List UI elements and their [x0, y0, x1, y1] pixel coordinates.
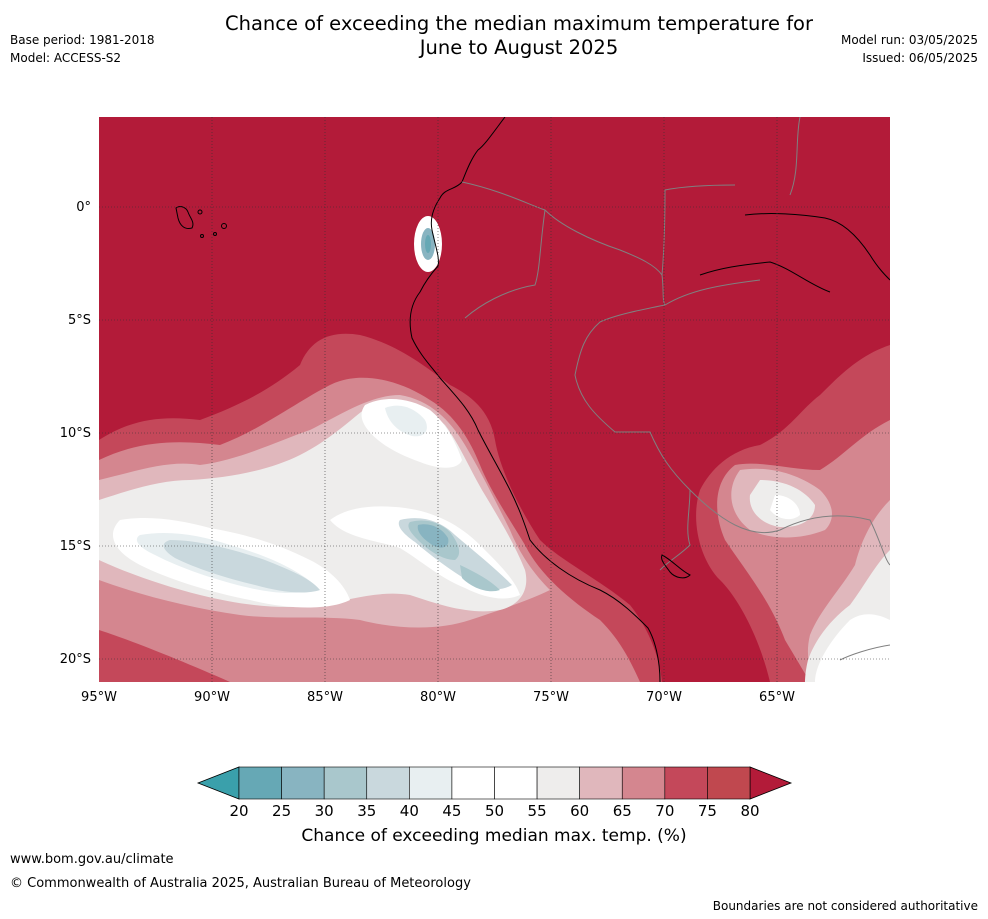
lat-label-20s: 20°S: [60, 652, 91, 667]
coastline: [409, 117, 661, 682]
contour-45-north: [385, 405, 427, 437]
country-borders: [461, 117, 890, 661]
colorbar-tick-label: 80: [740, 802, 759, 820]
colorbar-swatch: [281, 766, 325, 800]
contour-50-east: [770, 495, 890, 682]
contour-25: [417, 524, 449, 548]
colorbar-swatch: [451, 766, 495, 800]
latitude-labels: 0° 5°S 10°S 15°S 20°S: [60, 200, 91, 667]
lat-label-15s: 15°S: [60, 539, 91, 554]
colorbar-tick-label: 50: [485, 802, 504, 820]
colorbar-tick-label: 30: [315, 802, 334, 820]
chart-title: Chance of exceeding the median maximum t…: [150, 12, 888, 60]
contour-ecuador-core: [425, 235, 431, 253]
colorbar-swatch: [707, 766, 751, 800]
colorbar-tick-label: 35: [357, 802, 376, 820]
colorbar-swatch: [494, 766, 538, 800]
lon-label-85w: 85°W: [307, 690, 343, 705]
map-area: [99, 117, 890, 682]
colorbar-tick-label: 40: [400, 802, 419, 820]
graticule: [99, 117, 890, 682]
footer-url[interactable]: www.bom.gov.au/climate: [10, 852, 174, 867]
lat-label-10s: 10°S: [60, 426, 91, 441]
lon-label-90w: 90°W: [194, 690, 230, 705]
colorbar-swatch: [409, 766, 453, 800]
colorbar-swatch: [536, 766, 580, 800]
colorbar-swatch: [323, 766, 368, 800]
model-name: Model: ACCESS-S2: [10, 51, 122, 65]
lon-label-75w: 75°W: [533, 690, 569, 705]
colorbar-tick-label: 70: [655, 802, 674, 820]
footer-copyright: © Commonwealth of Australia 2025, Austra…: [10, 876, 471, 891]
colorbar-tick-label: 65: [613, 802, 632, 820]
colorbar-low-extension: [196, 766, 240, 800]
colorbar: 20 25 30 35 40 45 50 55 60 65 70 75 80: [196, 766, 793, 820]
base-period: Base period: 1981-2018: [10, 33, 155, 47]
colorbar-swatch: [621, 766, 666, 800]
lon-label-95w: 95°W: [81, 690, 117, 705]
lon-label-80w: 80°W: [420, 690, 456, 705]
colorbar-tick-label: 55: [528, 802, 547, 820]
model-run: Model run: 03/05/2025: [840, 33, 978, 47]
colorbar-tick-label: 60: [570, 802, 589, 820]
colorbar-swatch: [579, 766, 623, 800]
meta-left: Base period: 1981-2018 Model: ACCESS-S2: [10, 31, 155, 67]
colorbar-swatch: [238, 766, 282, 800]
meta-right: Model run: 03/05/2025 Issued: 06/05/2025: [841, 31, 978, 67]
colorbar-tick-label: 45: [442, 802, 461, 820]
colorbar-high-extension: [749, 766, 793, 800]
lake-titicaca: [661, 554, 691, 579]
contour-35: [163, 540, 320, 593]
colorbar-label: Chance of exceeding median max. temp. (%…: [301, 826, 687, 846]
title-line-2: June to August 2025: [419, 36, 619, 59]
lon-label-65w: 65°W: [759, 690, 795, 705]
colorbar-swatch: [664, 766, 708, 800]
colorbar-swatch: [366, 766, 410, 800]
title-line-1: Chance of exceeding the median maximum t…: [224, 12, 814, 35]
lat-label-0: 0°: [76, 200, 91, 215]
footer-disclaimer: Boundaries are not considered authoritat…: [712, 899, 978, 913]
colorbar-tick-label: 25: [272, 802, 291, 820]
coastline-north: [699, 213, 890, 293]
lat-label-5s: 5°S: [68, 313, 91, 328]
lon-label-70w: 70°W: [646, 690, 682, 705]
issued-date: Issued: 06/05/2025: [862, 51, 978, 65]
longitude-labels: 95°W 90°W 85°W 80°W 75°W 70°W 65°W: [81, 690, 795, 705]
colorbar-tick-label: 20: [229, 802, 248, 820]
colorbar-tick-label: 75: [698, 802, 717, 820]
